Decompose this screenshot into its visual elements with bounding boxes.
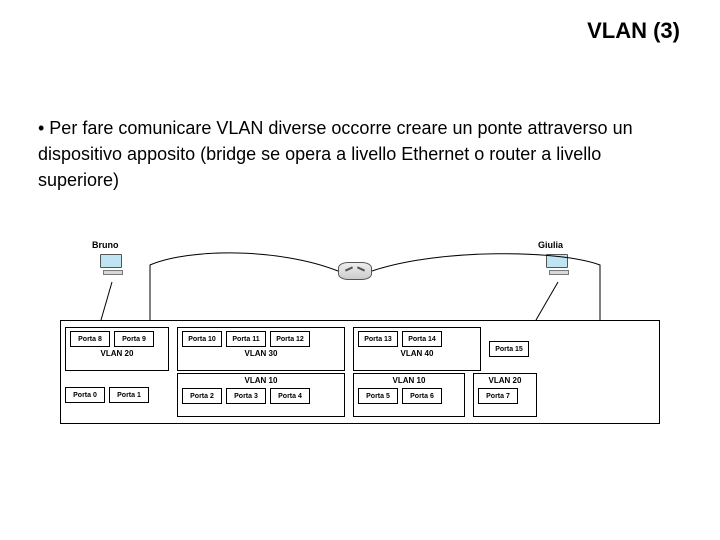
switch-row-bottom: Porta 0Porta 1VLAN 10Porta 2Porta 3Porta… xyxy=(61,373,659,417)
ports: Porta 2Porta 3Porta 4 xyxy=(182,388,340,404)
network-diagram: Bruno Giulia Porta 8Porta 9VLAN 20Porta … xyxy=(60,240,660,440)
vlan-label: VLAN 10 xyxy=(358,377,460,385)
port-label: Porta 9 xyxy=(114,331,154,347)
vlan-label: VLAN 20 xyxy=(478,377,532,385)
ports: Porta 7 xyxy=(478,388,532,404)
vlan-label: VLAN 10 xyxy=(182,377,340,385)
vlan-group: VLAN 20 Porta 7 xyxy=(473,373,537,417)
wires-icon xyxy=(60,240,660,320)
vlan-label: VLAN 40 xyxy=(358,350,476,358)
diagram-upper: Bruno Giulia xyxy=(60,240,660,320)
port-label: Porta 11 xyxy=(226,331,266,347)
bullet-text: • Per fare comunicare VLAN diverse occor… xyxy=(38,115,680,193)
vlan-group: Porta 8Porta 9 VLAN 20 xyxy=(65,327,169,371)
ports: Porta 8Porta 9 xyxy=(70,331,164,347)
port-label: Porta 2 xyxy=(182,388,222,404)
vlan-group: Porta 13Porta 14 VLAN 40 xyxy=(353,327,481,371)
port-label: Porta 13 xyxy=(358,331,398,347)
port-label: Porta 10 xyxy=(182,331,222,347)
port-label: Porta 12 xyxy=(270,331,310,347)
vlan-group: VLAN 10 Porta 5Porta 6 xyxy=(353,373,465,417)
port-label: Porta 1 xyxy=(109,387,149,403)
port-label: Porta 15 xyxy=(489,341,529,357)
vlan-label: VLAN 30 xyxy=(182,350,340,358)
ports: Porta 13Porta 14 xyxy=(358,331,476,347)
port-label: Porta 6 xyxy=(402,388,442,404)
port-group: Porta 0Porta 1 xyxy=(65,373,169,417)
ports: Porta 5Porta 6 xyxy=(358,388,460,404)
port-label: Porta 4 xyxy=(270,388,310,404)
switch-chassis: Porta 8Porta 9VLAN 20Porta 10Porta 11Por… xyxy=(60,320,660,424)
port-label: Porta 3 xyxy=(226,388,266,404)
port-label: Porta 0 xyxy=(65,387,105,403)
page-title: VLAN (3) xyxy=(587,18,680,44)
vlan-group: Porta 10Porta 11Porta 12 VLAN 30 xyxy=(177,327,345,371)
ports: Porta 10Porta 11Porta 12 xyxy=(182,331,340,347)
ports: Porta 0Porta 1 xyxy=(65,387,169,403)
port-label: Porta 8 xyxy=(70,331,110,347)
port-group: Porta 15 xyxy=(489,327,545,371)
vlan-label: VLAN 20 xyxy=(70,350,164,358)
ports: Porta 15 xyxy=(489,341,545,357)
switch-row-top: Porta 8Porta 9VLAN 20Porta 10Porta 11Por… xyxy=(61,327,659,371)
port-label: Porta 14 xyxy=(402,331,442,347)
vlan-group: VLAN 10 Porta 2Porta 3Porta 4 xyxy=(177,373,345,417)
port-label: Porta 5 xyxy=(358,388,398,404)
port-label: Porta 7 xyxy=(478,388,518,404)
